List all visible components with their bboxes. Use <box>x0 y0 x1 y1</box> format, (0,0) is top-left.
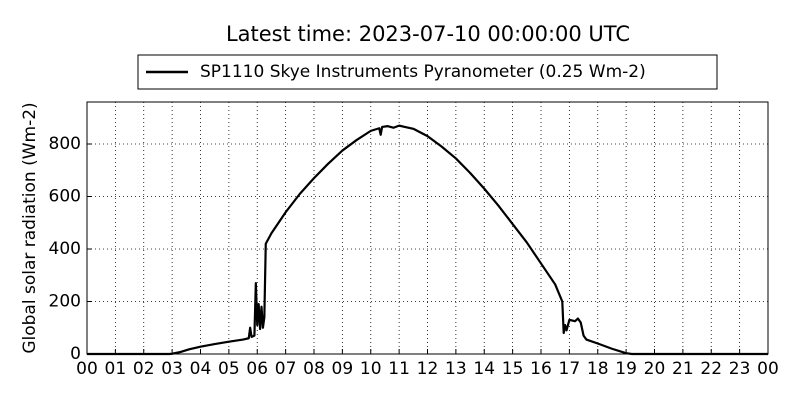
x-tick-label: 07 <box>275 359 297 379</box>
x-tick-label: 05 <box>218 359 240 379</box>
x-tick-label: 14 <box>473 359 495 379</box>
y-tick-label: 0 <box>70 344 81 364</box>
y-tick-label: 400 <box>49 239 81 259</box>
x-tick-label: 08 <box>303 359 325 379</box>
y-tick-label: 200 <box>49 292 81 312</box>
x-tick-label: 20 <box>644 359 666 379</box>
y-tick-label: 800 <box>49 134 81 154</box>
y-tick-label: 600 <box>49 187 81 207</box>
x-tick-label: 16 <box>530 359 552 379</box>
x-tick-label: 09 <box>332 359 354 379</box>
x-tick-label: 18 <box>587 359 609 379</box>
plot-frame <box>86 101 769 355</box>
data-line <box>87 124 768 356</box>
legend-label: SP1110 Skye Instruments Pyranometer (0.2… <box>200 62 646 82</box>
x-tick-label: 12 <box>417 359 439 379</box>
x-tick-label: 00 <box>76 359 98 379</box>
x-tick-label: 04 <box>190 359 212 379</box>
x-tick-label: 01 <box>105 359 127 379</box>
y-axis-label: Global solar radiation (Wm-2) <box>20 102 40 353</box>
x-tick-label: 03 <box>161 359 183 379</box>
x-tick-label: 02 <box>133 359 155 379</box>
x-tick-label: 10 <box>360 359 382 379</box>
legend-box <box>137 54 718 90</box>
x-tick-label: 00 <box>757 359 779 379</box>
x-tick-label: 06 <box>246 359 268 379</box>
x-tick-label: 23 <box>729 359 751 379</box>
x-tick-label: 22 <box>700 359 722 379</box>
x-tick-label: 15 <box>502 359 524 379</box>
x-tick-label: 19 <box>615 359 637 379</box>
x-tick-label: 17 <box>559 359 581 379</box>
x-tick-label: 21 <box>672 359 694 379</box>
x-tick-label: 11 <box>388 359 410 379</box>
x-tick-label: 13 <box>445 359 467 379</box>
chart-title: Latest time: 2023-07-10 00:00:00 UTC <box>226 22 630 46</box>
